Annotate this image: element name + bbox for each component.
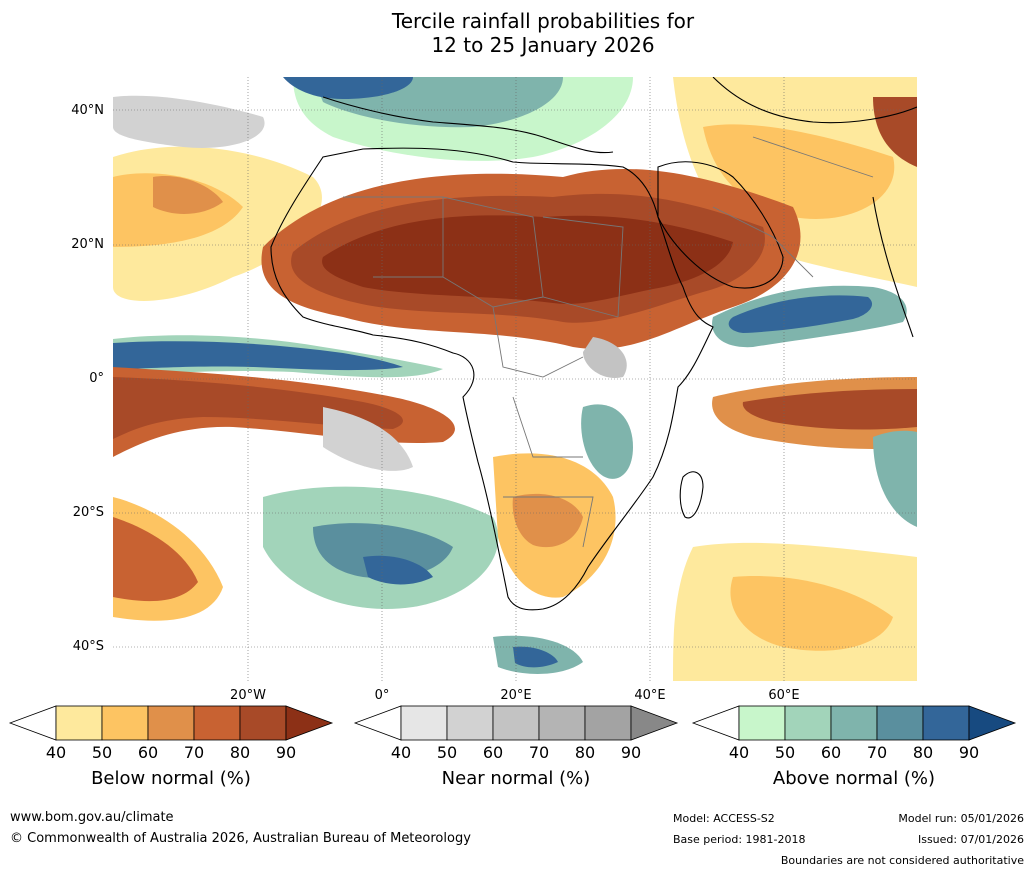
tick-label: 90 <box>958 743 980 762</box>
colorbar-segment <box>239 705 287 741</box>
colorbar-segment <box>691 705 740 741</box>
tick-label: 90 <box>620 743 642 762</box>
tick-label: 80 <box>229 743 251 762</box>
colorbar-segment <box>538 705 586 741</box>
colorbar-above-normal <box>691 705 1017 741</box>
tick-label: 60 <box>137 743 159 762</box>
colorbar-segment <box>193 705 241 741</box>
colorbar-segment <box>353 705 402 741</box>
colorbar-near-graphic <box>353 705 679 741</box>
tick-label: 60 <box>820 743 842 762</box>
colorbar-segment <box>492 705 540 741</box>
colorbar-segment <box>285 705 334 741</box>
tick-label: 70 <box>528 743 550 762</box>
lat-label-20s: 20°S <box>72 505 104 520</box>
colorbar-below-title: Below normal (%) <box>91 768 251 789</box>
lon-label-20w: 20°W <box>230 688 266 703</box>
colorbar-segment <box>968 705 1017 741</box>
website-link[interactable]: www.bom.gov.au/climate <box>10 810 174 825</box>
tick-label: 40 <box>728 743 750 762</box>
tick-label: 40 <box>45 743 67 762</box>
colorbar-segment <box>876 705 924 741</box>
tick-label: 70 <box>183 743 205 762</box>
colorbar-segment <box>830 705 878 741</box>
colorbar-below-normal <box>8 705 334 741</box>
lon-label-0: 0° <box>374 688 390 703</box>
tick-label: 90 <box>275 743 297 762</box>
colorbar-segment <box>400 705 448 741</box>
issued-text: Issued: 07/01/2026 <box>917 833 1024 846</box>
colorbar-segment <box>738 705 786 741</box>
colorbar-segment <box>101 705 149 741</box>
lon-label-40e: 40°E <box>634 688 666 703</box>
colorbar-segment <box>922 705 970 741</box>
tick-label: 40 <box>390 743 412 762</box>
lat-label-0: 0° <box>89 371 104 386</box>
colorbar-above-graphic <box>691 705 1017 741</box>
colorbar-segment <box>147 705 195 741</box>
title-line-1: Tercile rainfall probabilities for <box>391 9 695 33</box>
colorbar-segment <box>784 705 832 741</box>
tick-label: 80 <box>912 743 934 762</box>
colorbar-near-title: Near normal (%) <box>441 768 591 789</box>
model-text: Model: ACCESS-S2 <box>673 812 775 825</box>
colorbar-segment <box>55 705 103 741</box>
colorbar-above-title: Above normal (%) <box>772 768 936 789</box>
tick-label: 50 <box>436 743 458 762</box>
colorbar-below-graphic <box>8 705 334 741</box>
tick-label: 50 <box>91 743 113 762</box>
copyright-text: © Commonwealth of Australia 2026, Austra… <box>10 831 471 846</box>
model-run-text: Model run: 05/01/2026 <box>898 812 1024 825</box>
tick-label: 70 <box>866 743 888 762</box>
tick-label: 60 <box>482 743 504 762</box>
tick-label: 50 <box>774 743 796 762</box>
map-graphic <box>113 77 917 681</box>
colorbar-segment <box>8 705 57 741</box>
tick-label: 80 <box>574 743 596 762</box>
probability-map <box>113 77 917 681</box>
title-line-2: 12 to 25 January 2026 <box>431 33 655 57</box>
lat-label-20n: 20°N <box>71 237 104 252</box>
lon-label-20e: 20°E <box>500 688 532 703</box>
colorbar-near-normal <box>353 705 679 741</box>
disclaimer-text: Boundaries are not considered authoritat… <box>780 854 1024 867</box>
lon-label-60e: 60°E <box>768 688 800 703</box>
colorbar-segment <box>630 705 679 741</box>
base-period-text: Base period: 1981-2018 <box>673 833 806 846</box>
colorbar-segment <box>446 705 494 741</box>
lat-label-40n: 40°N <box>71 103 104 118</box>
colorbar-segment <box>584 705 632 741</box>
map-title: Tercile rainfall probabilities for 12 to… <box>0 9 1035 57</box>
lat-label-40s: 40°S <box>72 639 104 654</box>
